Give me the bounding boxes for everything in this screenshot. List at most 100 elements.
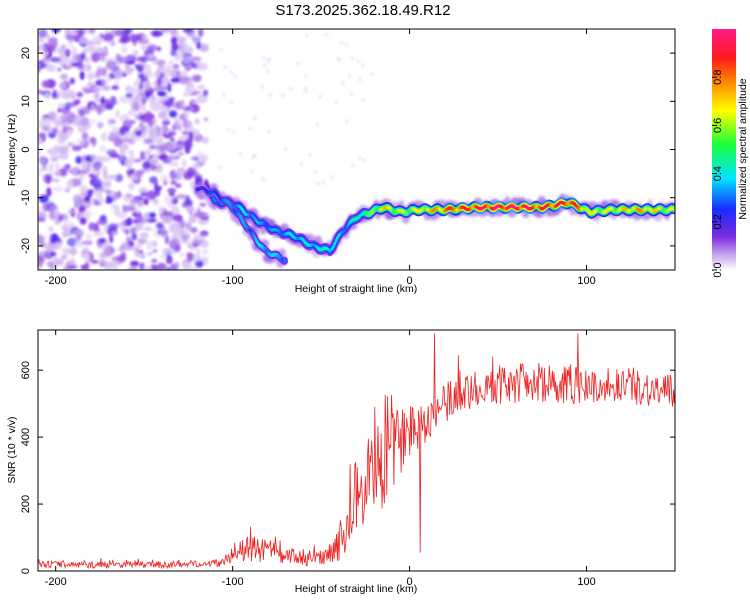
- noise-speckle: [129, 227, 137, 235]
- noise-speckle: [90, 153, 98, 162]
- noise-speckle: [87, 44, 97, 53]
- snr-ytick-label: 600: [20, 361, 32, 379]
- secondary-ridge-core: [283, 258, 287, 263]
- noise-speckle: [157, 59, 164, 69]
- noise-speckle: [66, 89, 76, 97]
- spec-xtick-label: 100: [577, 275, 595, 287]
- noise-speckle: [149, 100, 158, 110]
- noise-speckle: [318, 95, 322, 99]
- noise-speckle: [67, 112, 76, 122]
- noise-speckle: [63, 265, 72, 270]
- noise-speckle: [100, 67, 107, 77]
- noise-speckle: [196, 41, 201, 50]
- noise-speckle: [165, 255, 173, 265]
- noise-speckle: [105, 189, 112, 195]
- noise-speckle: [100, 52, 106, 63]
- noise-speckle: [158, 206, 165, 214]
- noise-speckle: [96, 228, 101, 233]
- noise-speckle: [107, 223, 118, 232]
- noise-speckle: [99, 145, 107, 153]
- noise-speckle: [48, 132, 56, 139]
- noise-speckle: [143, 197, 149, 204]
- noise-speckle: [61, 168, 66, 177]
- noise-speckle: [38, 148, 43, 155]
- noise-speckle: [351, 164, 355, 168]
- noise-speckle: [127, 150, 135, 155]
- noise-speckle: [223, 65, 227, 69]
- noise-speckle: [203, 117, 209, 122]
- chart-title: S173.2025.362.18.49.R12: [275, 2, 450, 19]
- noise-speckle: [130, 198, 141, 205]
- spec-xtick-label: 0: [407, 275, 413, 287]
- noise-speckle: [132, 158, 142, 163]
- noise-speckle: [162, 159, 173, 164]
- noise-speckle: [139, 39, 150, 46]
- noise-speckle: [304, 90, 308, 94]
- snr-series-line: [38, 333, 675, 570]
- noise-speckle: [100, 251, 112, 259]
- snr-panel: -200 -100 0 100 0 200 400 600 Height of straigh…: [6, 329, 676, 595]
- noise-speckle: [158, 185, 163, 191]
- noise-speckle: [162, 214, 173, 224]
- noise-speckle: [142, 161, 151, 170]
- noise-speckle: [111, 85, 119, 91]
- noise-speckle: [167, 82, 172, 93]
- noise-speckle: [60, 223, 72, 232]
- noise-speckle: [188, 199, 193, 208]
- noise-speckle: [172, 214, 183, 222]
- noise-speckle: [110, 95, 117, 106]
- noise-speckle: [113, 68, 124, 79]
- noise-speckle: [78, 126, 87, 134]
- noise-speckle: [115, 109, 120, 118]
- noise-speckle: [58, 151, 69, 160]
- noise-speckle: [62, 247, 71, 255]
- noise-speckle: [188, 106, 194, 112]
- noise-speckle: [38, 170, 43, 176]
- noise-speckle: [194, 118, 200, 125]
- snr-ytick-label: 200: [20, 495, 32, 513]
- snr-ytick-label: 400: [20, 428, 32, 446]
- noise-speckle: [83, 195, 91, 204]
- noise-speckle: [138, 187, 148, 193]
- spec-ytick-label: -10: [20, 190, 32, 206]
- noise-speckle: [314, 170, 318, 174]
- noise-speckle: [69, 246, 77, 256]
- noise-speckle: [56, 136, 66, 145]
- noise-speckle: [82, 240, 93, 246]
- noise-speckle: [173, 242, 181, 253]
- noise-speckle: [113, 192, 119, 199]
- noise-speckle: [124, 64, 130, 69]
- noise-speckle: [90, 103, 96, 111]
- noise-speckle: [55, 162, 60, 173]
- noise-speckle: [305, 33, 309, 37]
- noise-speckle: [63, 217, 69, 222]
- noise-speckle: [136, 207, 141, 215]
- noise-speckle: [98, 259, 106, 267]
- noise-speckle: [177, 144, 183, 151]
- noise-speckle: [44, 92, 51, 100]
- colorbar-tick-label: 0.2: [712, 214, 724, 229]
- noise-speckle: [230, 101, 234, 105]
- noise-speckle: [102, 85, 111, 91]
- noise-speckle: [147, 44, 157, 52]
- noise-speckle: [299, 162, 303, 166]
- noise-speckle: [58, 215, 64, 222]
- noise-speckle: [296, 61, 300, 65]
- noise-speckle: [38, 44, 46, 51]
- noise-speckle: [152, 198, 159, 205]
- noise-speckle: [143, 226, 153, 232]
- noise-speckle: [140, 191, 149, 197]
- noise-speckle: [170, 77, 180, 83]
- noise-speckle: [62, 126, 68, 133]
- noise-speckle: [57, 67, 62, 72]
- noise-speckle: [42, 202, 50, 212]
- noise-speckle: [126, 86, 137, 94]
- noise-speckle: [202, 249, 209, 254]
- noise-speckle: [57, 108, 62, 113]
- noise-speckle: [160, 125, 166, 134]
- noise-speckle: [100, 131, 108, 142]
- noise-speckle: [349, 92, 353, 96]
- noise-speckle: [109, 260, 118, 269]
- noise-speckle: [124, 158, 134, 168]
- noise-speckle: [45, 174, 51, 185]
